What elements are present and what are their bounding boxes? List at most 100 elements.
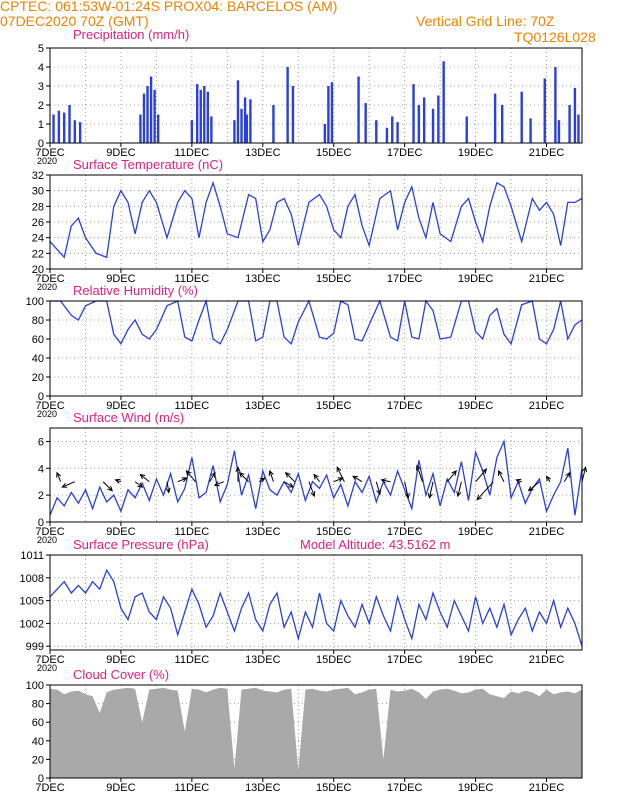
station-line: CPTEC: 061:53W-01:24S PROX04: BARCELOS (… xyxy=(0,0,338,14)
panel-4-y-tick-label: 4 xyxy=(38,463,44,475)
panel-1-precip-bar xyxy=(554,67,557,143)
panel-1-x-tick-label: 19DEC xyxy=(458,147,494,159)
panel-4-wind-arrowhead xyxy=(181,477,188,483)
panel-1-precip-bar xyxy=(52,114,55,143)
panel-4-y-tick-label: 0 xyxy=(38,517,44,529)
panel-4-wind-arrowhead xyxy=(456,491,462,498)
panel-6-cloud-area xyxy=(50,687,582,778)
panel-1-precip-bar xyxy=(73,120,77,143)
panel-4-wind-arrow xyxy=(214,481,224,486)
panel-2-frame xyxy=(49,174,583,270)
panel-3-x-tick-label: 7DEC xyxy=(35,400,64,412)
panel-4-wind-arrow xyxy=(475,468,487,483)
panel-3-x-tick-label: 19DEC xyxy=(458,400,494,412)
panel-2-x-tick-label: 19DEC xyxy=(458,273,494,285)
panel-1-x-tick-label: 15DEC xyxy=(316,147,352,159)
panel-4-title: Surface Wind (m/s) xyxy=(73,410,184,425)
panel-4-wind-arrow xyxy=(209,472,216,482)
panel-2-y-tick-label: 22 xyxy=(32,248,44,260)
panel-4-wind-arrow xyxy=(352,475,363,483)
panel-1-precip-bar xyxy=(233,120,236,143)
panel-4-wind-arrow xyxy=(177,477,187,483)
panel-4-wind-arrowhead xyxy=(451,470,457,476)
panel-4-x-tick-label: 17DEC xyxy=(387,526,423,538)
panel-6-y-tick-label: 100 xyxy=(26,680,44,692)
panel-1-precip-bar xyxy=(417,105,421,143)
panel-1-x-tick-label: 7DEC xyxy=(35,147,64,159)
panel-4-wind-arrow xyxy=(457,481,462,497)
panel-2-y-tick-label: 24 xyxy=(32,233,44,245)
panel-3-x-tick-label: 11DEC xyxy=(175,400,210,412)
panel-1-precip-bar xyxy=(149,76,153,143)
panel-4-wind-arrow xyxy=(446,470,457,483)
panel-4-x-tick-label: 11DEC xyxy=(175,526,210,538)
panel-4-wind-arrowhead xyxy=(582,466,588,473)
panel-5-year-label: 2020 xyxy=(37,663,57,673)
panel-4-wind-arrow xyxy=(581,467,587,482)
panel-5-series-line xyxy=(49,568,583,647)
panel-6-x-tick-label: 15DEC xyxy=(316,782,352,794)
model-code: TQ0126L028 xyxy=(514,29,596,45)
panel-4-wind-arrowhead xyxy=(61,482,68,488)
panel-3-title: Relative Humidity (%) xyxy=(73,283,198,298)
panel-2-y-tick-label: 20 xyxy=(32,264,44,276)
panel-3-y-tick-label: 0 xyxy=(38,391,44,403)
panel-5-x-tick-label: 7DEC xyxy=(35,654,64,666)
panel-2-x-tick-label: 21DEC xyxy=(529,273,565,285)
panel-1-y-tick-label: 2 xyxy=(38,100,44,112)
panel-5-y-tick-label: 1008 xyxy=(20,573,44,585)
panel-4-wind-arrow xyxy=(283,481,294,488)
panel-4-wind-arrowhead xyxy=(288,482,295,488)
panel-1-precip-bar xyxy=(210,116,213,143)
panel-4-wind-arrow xyxy=(102,481,113,492)
panel-4-wind-arrow xyxy=(428,481,434,499)
panel-4-wind-arrow xyxy=(336,467,345,482)
panel-1-precip-bar xyxy=(357,76,360,143)
panel-5-x-tick-label: 21DEC xyxy=(529,654,565,666)
panel-6-x-tick-label: 17DEC xyxy=(387,782,423,794)
panel-5-x-tick-label: 9DEC xyxy=(106,654,135,666)
panel-3-x-tick-label: 15DEC xyxy=(316,400,352,412)
panel-4-y-tick-label: 2 xyxy=(38,490,44,502)
panel-2-x-tick-label: 13DEC xyxy=(245,273,281,285)
panel-1-precip-bar xyxy=(142,93,146,143)
panel-1-frame xyxy=(49,47,583,144)
panel-4-x-tick-label: 15DEC xyxy=(316,526,352,538)
panel-4-wind-arrow xyxy=(563,472,571,482)
panel-4-wind-arrow xyxy=(416,465,423,482)
panel-1-title: Precipitation (mm/h) xyxy=(73,27,189,42)
panel-3-x-tick-label: 21DEC xyxy=(529,400,565,412)
panel-4-wind-arrowhead xyxy=(137,482,144,488)
panel-4-wind-arrowhead xyxy=(268,469,274,476)
panel-1-x-tick-label: 13DEC xyxy=(245,147,281,159)
panel-3-y-tick-label: 20 xyxy=(32,372,44,384)
panel-5-frame xyxy=(49,554,583,651)
panel-1-precip-bar xyxy=(243,97,247,143)
panel-2-x-tick-label: 9DEC xyxy=(106,273,135,285)
panel-1-precip-bar xyxy=(78,122,82,143)
panel-4-wind-arrowhead xyxy=(427,492,433,500)
panel-5-title: Surface Pressure (hPa) xyxy=(73,537,209,552)
panel-6-title: Cloud Cover (%) xyxy=(73,667,169,682)
meteogram-header: CPTEC: 061:53W-01:24S PROX04: BARCELOS (… xyxy=(0,0,618,48)
panel-4-wind-arrowhead xyxy=(185,470,192,476)
panel-5-annotation: Model Altitude: 43.5162 m xyxy=(300,537,450,552)
panel-6-x-tick-label: 11DEC xyxy=(175,782,210,794)
panel-1-precip-bar xyxy=(240,108,243,143)
panel-1-precip-bar xyxy=(327,86,330,143)
panel-1-x-tick-label: 21DEC xyxy=(529,147,565,159)
panel-4-wind-arrowhead xyxy=(284,471,291,478)
panel-4-wind-arrowhead xyxy=(565,471,571,478)
panel-1-y-tick-label: 4 xyxy=(38,62,44,74)
panel-5-x-tick-label: 13DEC xyxy=(245,654,281,666)
panel-1-precip-bar xyxy=(199,89,202,143)
panel-4-x-tick-label: 7DEC xyxy=(35,526,64,538)
panel-2-y-tick-label: 30 xyxy=(32,186,44,198)
panel-1-precip-bar xyxy=(437,95,440,143)
panel-1-precip-bar xyxy=(375,120,378,143)
panel-4-wind-arrowhead xyxy=(259,477,266,483)
panel-3-x-tick-label: 17DEC xyxy=(387,400,423,412)
panel-4-wind-arrowhead xyxy=(481,468,488,475)
panel-1-precip-bar xyxy=(543,78,546,143)
